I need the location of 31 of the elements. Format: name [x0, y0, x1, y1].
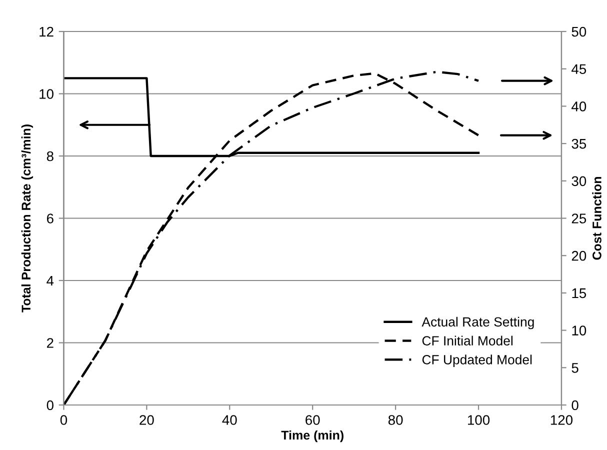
y-tick-label: 8 [46, 151, 54, 162]
y2-tick-label: 50 [572, 26, 586, 37]
x-tick-label: 40 [222, 415, 237, 425]
y-tick-label: 6 [46, 214, 54, 224]
y2-tick-label: 45 [572, 64, 586, 74]
y2-tick-label: 20 [572, 250, 586, 261]
legend-label: Actual Rate Setting [422, 316, 534, 330]
x-tick-label: 100 [468, 415, 490, 425]
x-tick-label: 0 [60, 415, 68, 425]
y-tick-label: 2 [46, 338, 54, 348]
y2-tick-label: 5 [572, 363, 578, 373]
x-tick-label: 60 [306, 415, 320, 425]
legend-label: CF Initial Model [422, 336, 512, 346]
legend-label: CF Updated Model [422, 354, 532, 367]
y-tick-label: 0 [46, 400, 54, 410]
y2-tick-label: 0 [572, 400, 578, 410]
y2-tick-label: 10 [572, 326, 586, 336]
y2-tick-label: 40 [572, 102, 586, 112]
x-tick-label: 80 [388, 415, 403, 425]
x-axis-title: Time (min) [281, 430, 344, 442]
y-tick-label: 4 [46, 276, 54, 286]
x-tick-label: 120 [550, 415, 573, 425]
y-tick-label: 12 [40, 26, 54, 37]
y2-tick-label: 30 [572, 176, 586, 186]
y2-tick-label: 15 [572, 288, 586, 298]
y2-tick-label: 25 [572, 214, 586, 224]
y2-axis-title: Cost Function [592, 177, 602, 260]
y-axis-title: Total Production Rate (cm³/min) [21, 124, 34, 312]
y2-tick-label: 35 [572, 138, 586, 149]
y-tick-label: 10 [40, 89, 54, 99]
x-tick-label: 20 [140, 415, 154, 425]
